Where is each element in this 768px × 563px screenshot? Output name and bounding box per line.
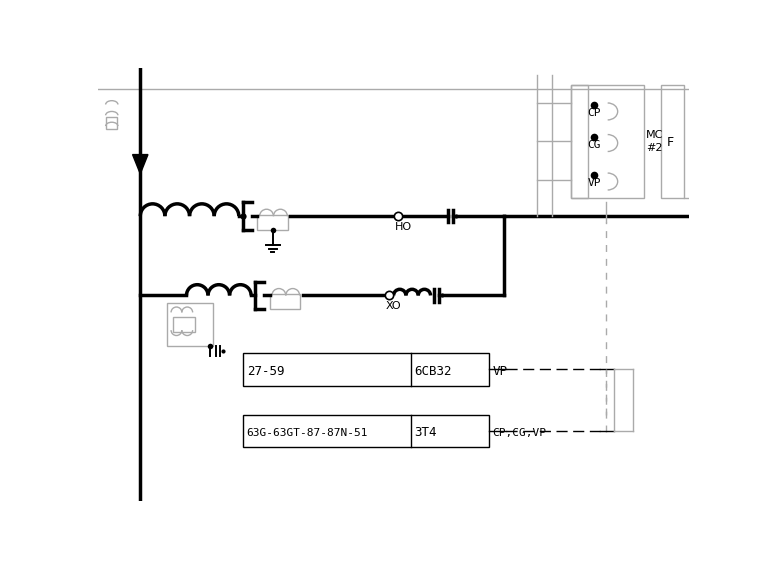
Text: VP: VP (492, 365, 507, 378)
Text: 63G-63GT-87-87N-51: 63G-63GT-87-87N-51 (246, 428, 367, 439)
Text: VP: VP (588, 178, 601, 188)
Text: CP,CG,VP: CP,CG,VP (492, 428, 546, 439)
Polygon shape (133, 155, 148, 174)
Text: MC: MC (646, 131, 664, 140)
Text: F: F (667, 136, 674, 149)
Text: CP: CP (588, 108, 601, 118)
Text: #2: #2 (646, 142, 663, 153)
Text: CG: CG (588, 140, 601, 150)
Text: 27-59: 27-59 (247, 365, 285, 378)
Text: 6CB32: 6CB32 (415, 365, 452, 378)
Text: HO: HO (396, 222, 412, 232)
Text: 3T4: 3T4 (415, 426, 437, 439)
Text: XO: XO (386, 301, 402, 311)
